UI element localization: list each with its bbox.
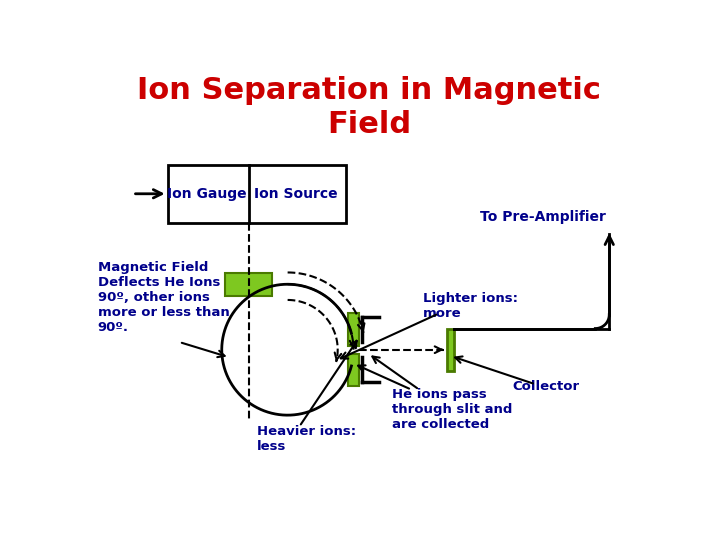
Bar — [446, 328, 454, 371]
Bar — [225, 273, 272, 296]
Text: Ion Gauge: Ion Gauge — [167, 187, 246, 201]
Text: He ions pass
through slit and
are collected: He ions pass through slit and are collec… — [392, 388, 513, 431]
Bar — [348, 313, 359, 346]
Bar — [348, 354, 359, 386]
Text: Magnetic Field
Deflects He Ions
90º, other ions
more or less than
90º.: Magnetic Field Deflects He Ions 90º, oth… — [98, 261, 230, 334]
Text: Lighter ions:
more: Lighter ions: more — [423, 292, 518, 320]
Text: To Pre-Amplifier: To Pre-Amplifier — [480, 210, 606, 224]
Text: Ion Source: Ion Source — [254, 187, 338, 201]
Bar — [168, 165, 346, 222]
Text: Ion Separation in Magnetic
Field: Ion Separation in Magnetic Field — [137, 76, 601, 139]
Text: Heavier ions:
less: Heavier ions: less — [256, 425, 356, 453]
Text: Collector: Collector — [513, 381, 580, 394]
